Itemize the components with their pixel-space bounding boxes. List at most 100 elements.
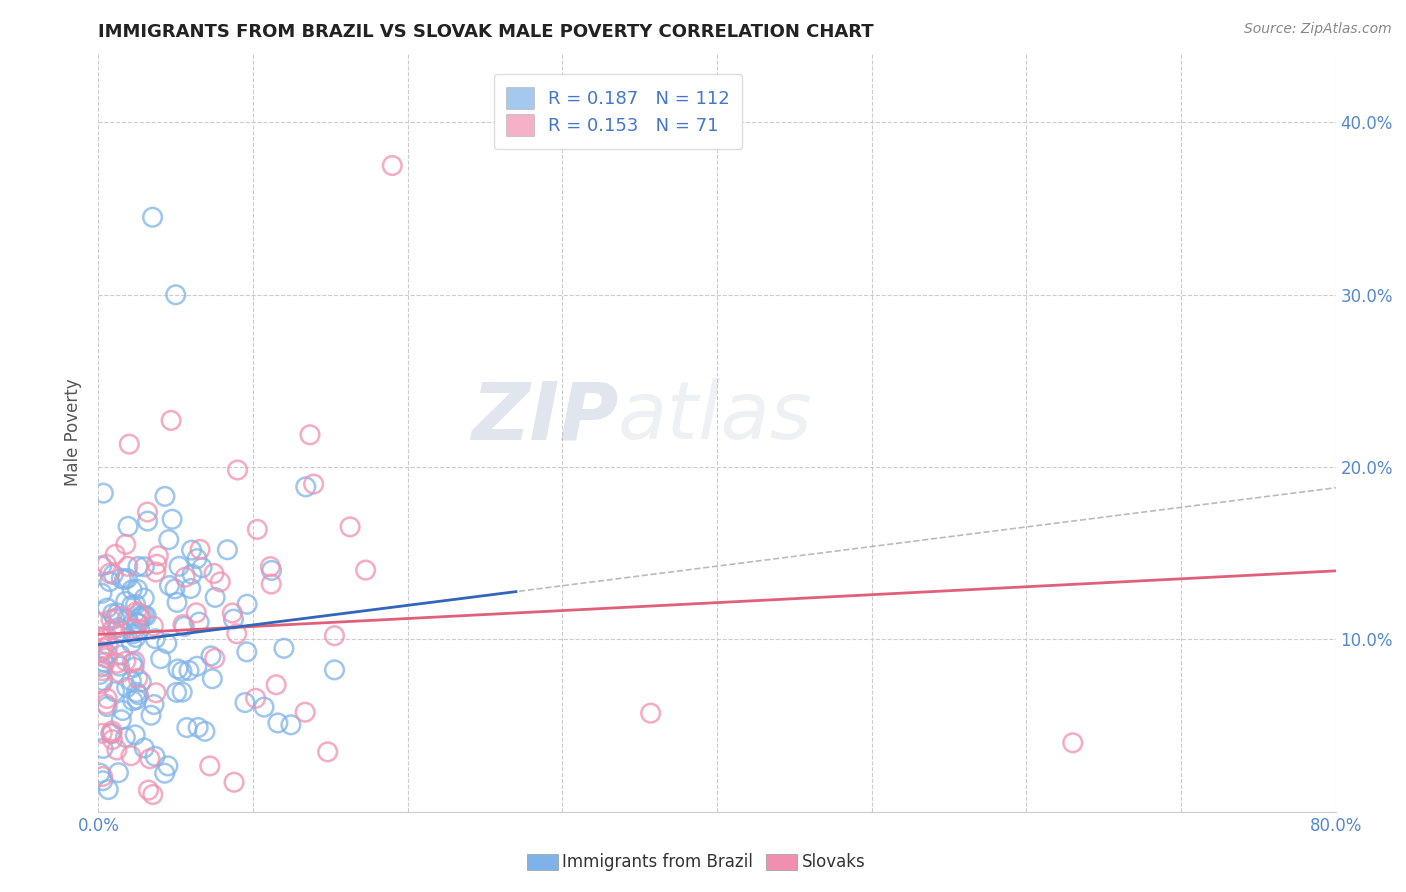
Point (1062, 736, 1084, 750)
Point (134, 741, 156, 756)
Point (225, 626, 247, 640)
Point (96, 691, 118, 706)
Point (103, 567, 125, 582)
Point (120, 748, 142, 763)
Point (115, 572, 138, 586)
Point (94, 697, 117, 711)
Point (134, 559, 156, 574)
Point (142, 788, 165, 802)
Point (90, 660, 112, 674)
Point (117, 519, 139, 533)
Point (90, 644, 112, 658)
Text: IMMIGRANTS FROM BRAZIL VS SLOVAK MALE POVERTY CORRELATION CHART: IMMIGRANTS FROM BRAZIL VS SLOVAK MALE PO… (98, 23, 875, 41)
Point (101, 723, 124, 738)
Point (98, 574, 121, 589)
Point (104, 548, 127, 562)
Point (323, 663, 346, 677)
Point (115, 681, 138, 695)
Point (222, 612, 245, 626)
Point (125, 605, 148, 619)
Point (125, 631, 148, 645)
Point (91, 486, 114, 500)
Point (91, 630, 114, 644)
Point (202, 566, 225, 581)
Point (148, 549, 170, 563)
Point (104, 611, 127, 625)
Point (156, 759, 179, 773)
Point (97, 782, 120, 797)
Point (96, 648, 118, 662)
Point (108, 609, 131, 624)
Point (381, 159, 404, 173)
Point (127, 671, 149, 685)
Point (120, 673, 142, 688)
Point (125, 692, 148, 706)
Point (131, 608, 153, 623)
Point (157, 533, 180, 547)
Point (145, 686, 167, 700)
Point (339, 520, 361, 534)
Point (118, 437, 141, 451)
Point (186, 551, 208, 566)
Text: Slovaks: Slovaks (801, 853, 865, 871)
Point (298, 427, 321, 442)
Point (167, 559, 190, 574)
Point (316, 745, 339, 759)
Point (107, 606, 129, 620)
Point (236, 597, 259, 611)
Point (198, 759, 221, 773)
Point (125, 615, 148, 630)
Point (89, 615, 111, 630)
Point (96, 601, 118, 615)
Point (201, 672, 224, 686)
Point (114, 594, 136, 608)
Point (188, 615, 211, 629)
Point (127, 688, 149, 702)
Point (91, 726, 114, 740)
Point (280, 718, 302, 732)
Point (127, 582, 149, 597)
Point (105, 743, 128, 757)
Point (122, 627, 145, 641)
Point (139, 752, 162, 766)
Point (323, 629, 346, 643)
Point (114, 731, 136, 745)
Point (209, 574, 232, 589)
Point (129, 611, 152, 625)
Point (159, 578, 181, 592)
Point (245, 691, 267, 706)
Point (233, 696, 256, 710)
Point (177, 664, 200, 678)
Point (96, 558, 118, 572)
Point (128, 616, 150, 631)
Point (125, 685, 148, 699)
Point (127, 559, 149, 574)
Point (143, 698, 166, 712)
Point (91, 741, 114, 756)
Point (191, 560, 214, 574)
Point (186, 659, 208, 673)
Point (121, 694, 143, 708)
Point (204, 651, 226, 665)
Point (139, 708, 162, 723)
Point (187, 721, 209, 735)
Point (97, 639, 120, 653)
Point (226, 463, 249, 477)
Point (267, 715, 290, 730)
Point (91, 664, 114, 678)
Point (163, 582, 186, 596)
Point (204, 591, 226, 605)
Point (156, 636, 179, 650)
Point (121, 582, 143, 597)
Point (236, 645, 259, 659)
Point (160, 413, 183, 427)
Point (166, 595, 188, 609)
Point (111, 704, 134, 718)
Point (253, 700, 276, 714)
Point (89, 667, 111, 681)
Point (104, 684, 127, 698)
Point (91, 673, 114, 688)
Legend: R = 0.187   N = 112, R = 0.153   N = 71: R = 0.187 N = 112, R = 0.153 N = 71 (494, 74, 742, 149)
Point (146, 558, 169, 572)
Point (134, 591, 156, 606)
